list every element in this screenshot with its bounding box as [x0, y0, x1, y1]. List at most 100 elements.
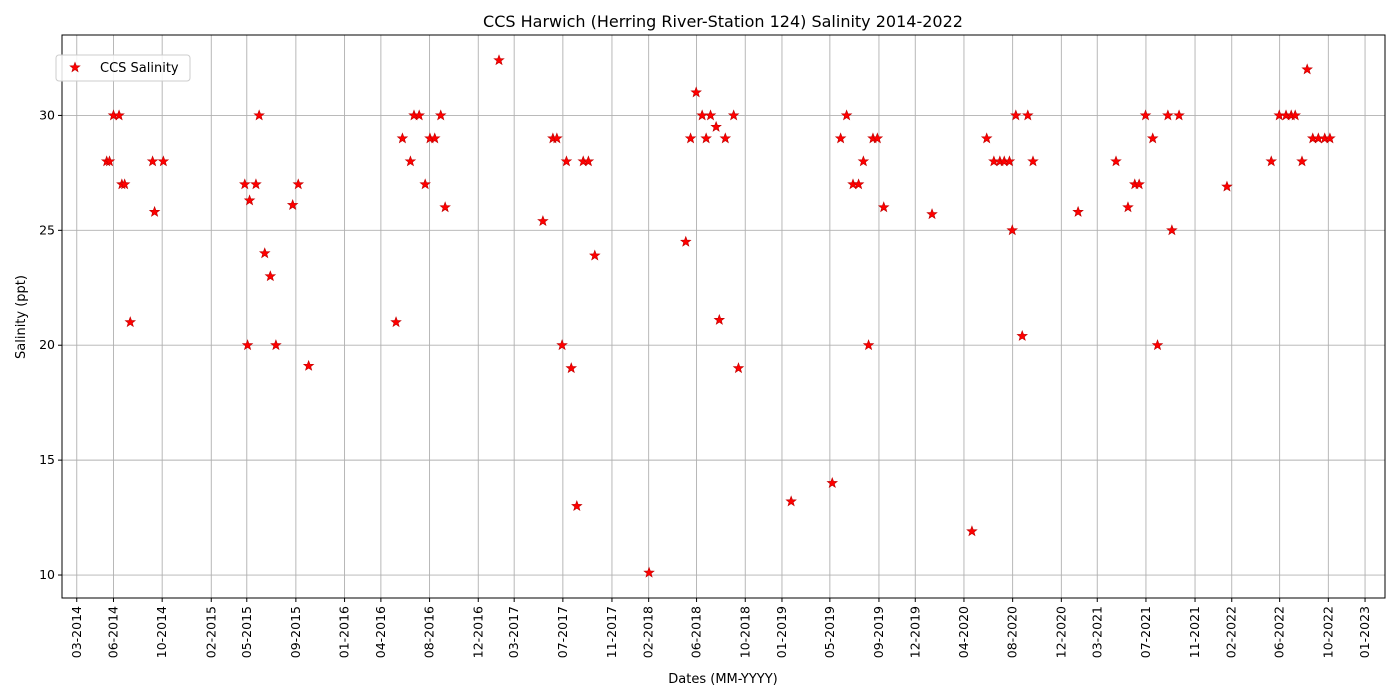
- data-point: [732, 362, 745, 374]
- data-point: [124, 316, 137, 328]
- x-tick-label: 02-2022: [1224, 606, 1239, 658]
- data-point: [270, 339, 282, 351]
- x-tick-label: 02-2015: [203, 606, 218, 658]
- data-point: [857, 155, 870, 167]
- data-point: [690, 86, 702, 98]
- data-point: [1296, 155, 1308, 167]
- data-point: [434, 109, 447, 121]
- data-point: [250, 178, 262, 190]
- data-point: [556, 339, 568, 351]
- x-axis-label: Dates (MM-YYYY): [668, 672, 777, 687]
- data-point: [980, 132, 993, 144]
- data-point: [286, 198, 299, 210]
- data-point: [302, 359, 315, 371]
- data-point: [1162, 109, 1174, 121]
- x-tick-label: 05-2019: [822, 606, 837, 658]
- x-tick-label: 09-2015: [288, 606, 303, 658]
- data-point: [103, 155, 116, 167]
- data-point: [419, 178, 431, 190]
- data-point: [1010, 109, 1022, 121]
- x-tick-label: 07-2021: [1138, 606, 1153, 658]
- data-point: [926, 208, 938, 220]
- y-axis-ticks: 10 15 20 25 30: [39, 107, 62, 582]
- data-point: [428, 132, 441, 144]
- data-point: [146, 155, 159, 167]
- data-point: [571, 500, 583, 511]
- data-point: [1166, 224, 1178, 236]
- x-tick-label: 10-2014: [154, 606, 169, 658]
- data-point: [643, 566, 655, 578]
- data-point: [560, 155, 573, 167]
- data-point: [719, 132, 732, 144]
- data-point: [1265, 155, 1278, 167]
- data-point: [966, 525, 978, 537]
- data-point: [1110, 155, 1122, 167]
- x-tick-label: 03-2017: [506, 606, 521, 658]
- data-point: [243, 194, 256, 206]
- data-point: [1133, 178, 1145, 190]
- legend-box: [55, 54, 191, 82]
- x-tick-label: 09-2019: [871, 606, 886, 658]
- chart-title: CCS Harwich (Herring River-Station 124) …: [483, 12, 963, 31]
- x-axis-ticks: 03-2014 06-2014 10-2014 02-2015 05-2015 09-20…: [69, 598, 1372, 658]
- y-axis-label: Salinity (ppt): [14, 275, 29, 359]
- data-point: [710, 120, 722, 132]
- data-point: [537, 215, 549, 227]
- data-point: [258, 247, 271, 259]
- data-point: [118, 178, 131, 190]
- data-point: [696, 109, 708, 121]
- x-tick-label: 11-2017: [604, 606, 619, 658]
- data-point: [700, 132, 712, 144]
- data-point: [582, 155, 595, 167]
- x-tick-label: 10-2022: [1320, 606, 1335, 658]
- x-tick-label: 04-2020: [956, 606, 971, 658]
- data-point: [1139, 109, 1152, 121]
- data-point: [1146, 132, 1159, 144]
- x-tick-label: 12-2016: [470, 606, 485, 658]
- data-point: [1006, 224, 1019, 236]
- data-point: [1173, 109, 1185, 121]
- data-point: [413, 109, 425, 121]
- data-point: [148, 205, 161, 217]
- data-point: [241, 339, 254, 351]
- data-point: [840, 109, 853, 121]
- data-point: [396, 132, 409, 144]
- data-point: [493, 54, 505, 66]
- data-point: [253, 109, 265, 121]
- y-tick-label: 20: [39, 337, 55, 352]
- data-point: [1027, 155, 1039, 167]
- data-point: [785, 495, 797, 507]
- data-point: [852, 178, 865, 190]
- x-tick-label: 08-2016: [422, 606, 437, 658]
- data-point: [1221, 180, 1233, 192]
- x-tick-label: 06-2022: [1272, 606, 1287, 658]
- legend-star-icon: [69, 61, 81, 73]
- data-points: [100, 54, 1336, 578]
- grid-lines: [62, 35, 1385, 598]
- data-point: [713, 313, 726, 325]
- data-point: [113, 109, 125, 121]
- x-tick-label: 12-2019: [907, 606, 922, 658]
- data-point: [1324, 132, 1336, 144]
- x-tick-label: 03-2021: [1089, 606, 1104, 658]
- data-point: [877, 201, 890, 213]
- data-point: [704, 109, 717, 121]
- x-tick-label: 01-2019: [774, 606, 789, 658]
- data-point: [826, 477, 839, 489]
- legend-entry-label: CCS Salinity: [100, 61, 179, 76]
- y-tick-label: 15: [39, 452, 55, 467]
- data-point: [292, 178, 305, 190]
- x-tick-label: 03-2014: [69, 606, 84, 658]
- x-tick-label: 06-2014: [105, 606, 120, 658]
- x-tick-label: 04-2016: [373, 606, 388, 658]
- data-point: [565, 362, 578, 374]
- x-tick-label: 10-2018: [737, 606, 752, 658]
- plot-frame: [61, 34, 1386, 599]
- data-point: [1301, 63, 1313, 75]
- data-point: [1022, 109, 1034, 121]
- data-point: [684, 132, 697, 144]
- data-point: [239, 178, 251, 190]
- data-point: [1122, 201, 1134, 213]
- data-point: [404, 155, 417, 167]
